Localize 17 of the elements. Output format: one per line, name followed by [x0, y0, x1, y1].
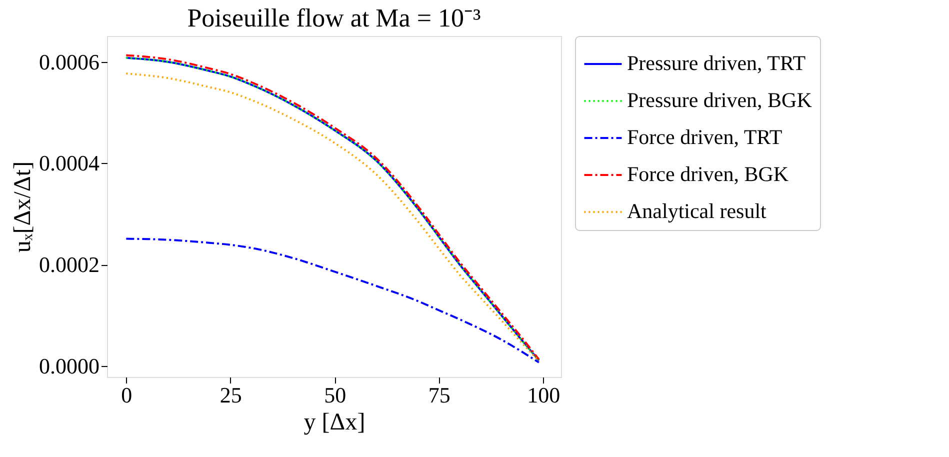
- chart-title: Poiseuille flow at Ma = 10⁻³: [187, 4, 481, 32]
- legend-label: Pressure driven, BGK: [627, 88, 812, 112]
- x-tick-label: 100: [527, 382, 560, 408]
- legend-label: Force driven, BGK: [627, 162, 789, 186]
- y-tick-label: 0.0002: [39, 252, 100, 278]
- y-axis-title: uₓ[Δx/Δt]: [10, 161, 36, 253]
- x-tick-label: 25: [220, 382, 242, 408]
- y-tick-label: 0.0006: [39, 49, 100, 74]
- legend-label: Force driven, TRT: [627, 125, 782, 149]
- y-tick-label: 0.0004: [39, 150, 100, 176]
- y-tick-label: 0.0000: [39, 354, 100, 378]
- legend-label: Analytical result: [627, 199, 767, 223]
- x-tick-label: 0: [121, 382, 132, 408]
- legend-label: Pressure driven, TRT: [627, 51, 806, 75]
- x-axis-title: y [Δx]: [304, 410, 366, 436]
- x-tick-label: 75: [428, 382, 450, 408]
- x-tick-label: 50: [324, 382, 346, 408]
